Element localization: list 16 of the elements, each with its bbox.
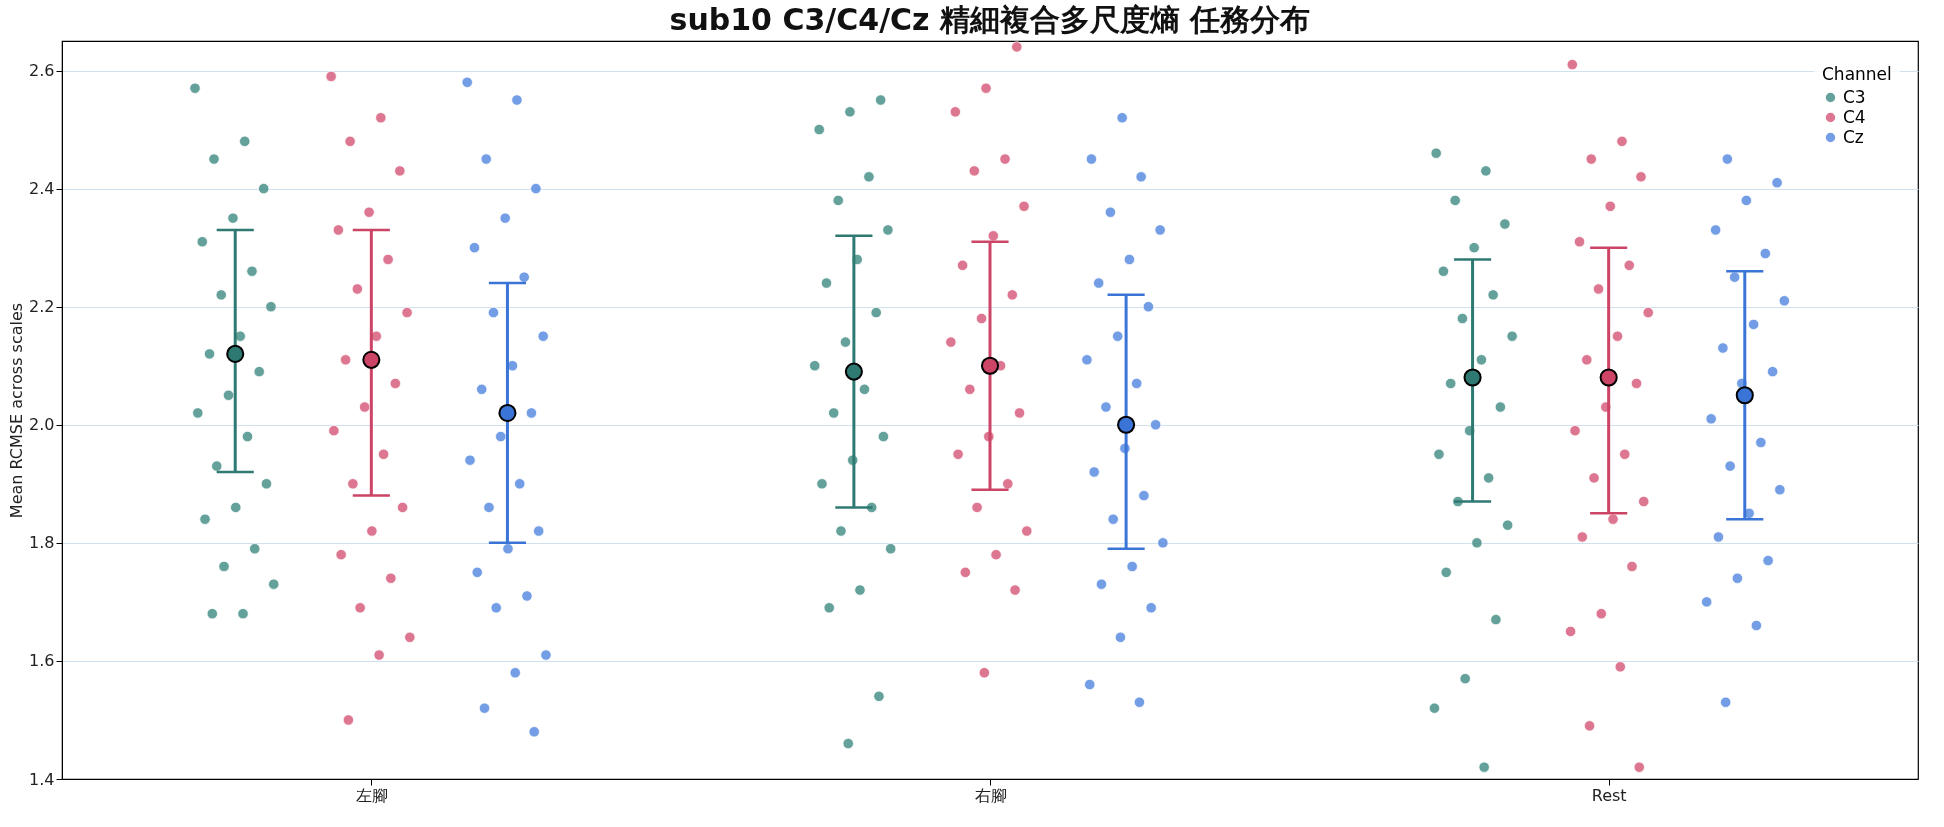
y-tick-label: 1.4: [29, 769, 55, 789]
y-tick-label: 2.0: [29, 415, 55, 435]
x-tick-label: 左腳: [355, 785, 388, 805]
y-tick-label: 2.6: [29, 61, 55, 81]
chart-title: sub10 C3/C4/Cz 精細複合多尺度熵 任務分布: [669, 2, 1311, 38]
y-axis-title: Mean RCMSE across scales: [7, 302, 27, 519]
legend-label: Cz: [1843, 126, 1864, 147]
y-tick-label: 1.8: [29, 533, 55, 553]
x-tick-label: 右腳: [974, 785, 1007, 805]
x-tick-label: Rest: [1591, 785, 1627, 805]
legend-title: Channel: [1822, 64, 1892, 84]
legend-label: C3: [1843, 86, 1866, 107]
y-tick-label: 2.2: [29, 297, 55, 317]
y-tick-label: 1.6: [29, 651, 55, 671]
legend-label: C4: [1843, 106, 1866, 127]
y-tick-label: 2.4: [29, 179, 55, 199]
